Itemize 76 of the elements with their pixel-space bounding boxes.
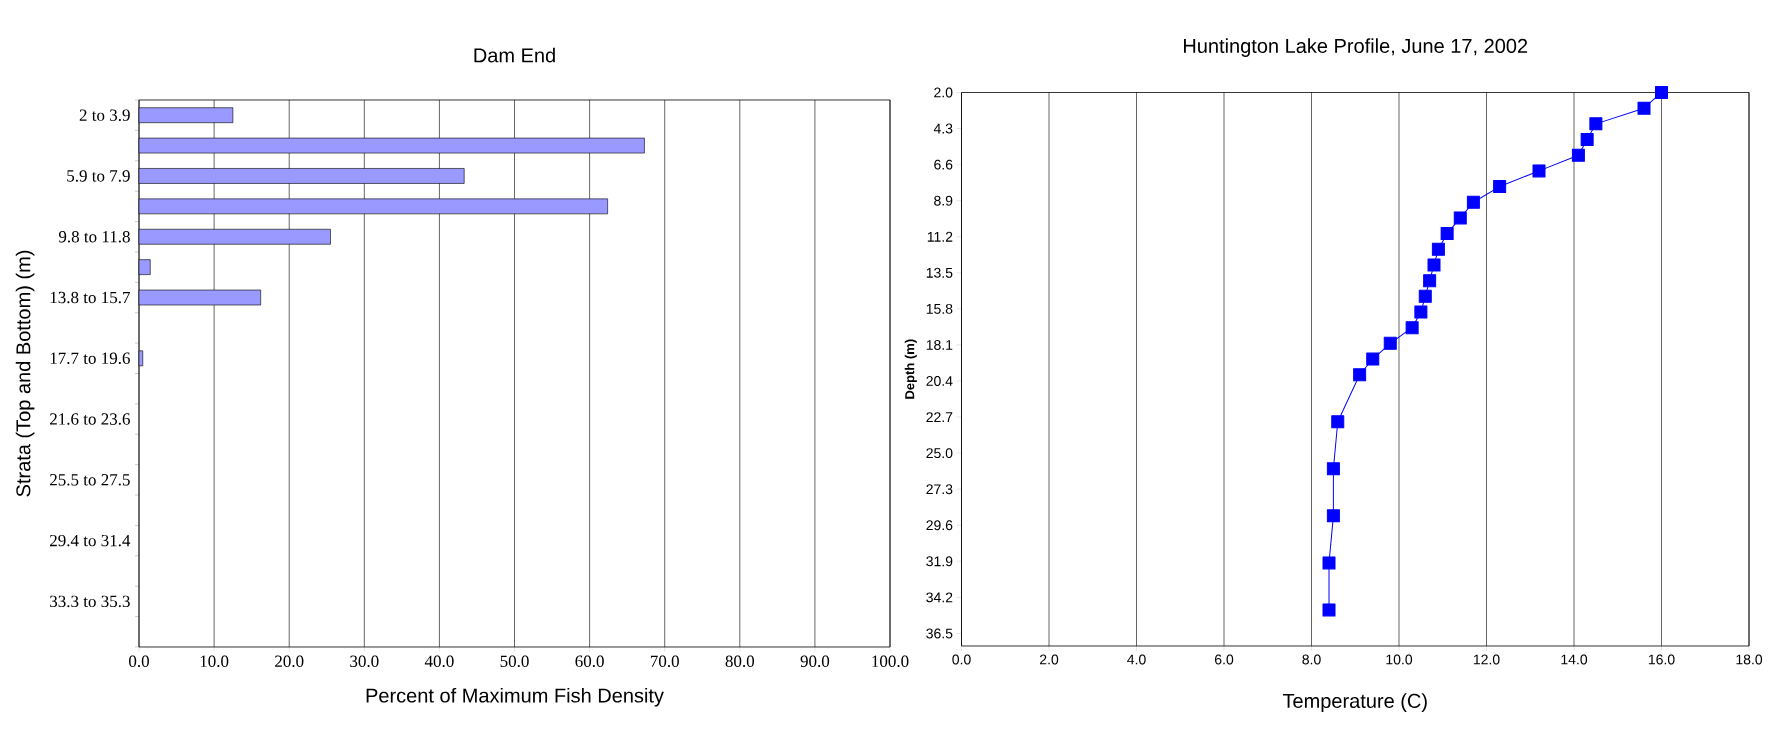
point <box>1532 164 1546 178</box>
point <box>1418 289 1432 303</box>
point <box>1405 321 1419 335</box>
y-axis-title: Strata (Top and Bottom) (m) <box>15 250 35 497</box>
y-tick-label: 34.2 <box>926 592 953 603</box>
y-axis-title: Depth (m) <box>904 339 917 399</box>
x-tick-label: 60.0 <box>575 655 604 668</box>
point <box>1453 211 1467 225</box>
x-tick-label: 90.0 <box>800 655 830 668</box>
point <box>1466 195 1480 209</box>
point <box>1571 148 1585 162</box>
x-tick-label: 70.0 <box>650 655 679 668</box>
point <box>1322 603 1336 617</box>
y-tick-label: 31.9 <box>926 556 953 567</box>
y-tick-label: 11.2 <box>927 231 953 242</box>
y-tick-label: 9.8 to 11.8 <box>58 230 130 243</box>
point <box>1331 415 1345 429</box>
y-tick-label: 22.7 <box>926 412 953 422</box>
x-tick-label: 0.0 <box>952 654 971 665</box>
point <box>1423 274 1437 288</box>
x-tick-label: 80.0 <box>725 655 755 668</box>
point <box>1589 117 1603 131</box>
y-tick-label: 27.3 <box>926 484 953 495</box>
y-tick-label: 29.4 to 31.4 <box>50 534 131 547</box>
y-tick-label: 17.7 to 19.6 <box>50 352 130 365</box>
point <box>1366 352 1380 366</box>
x-tick-label: 10.0 <box>200 655 229 668</box>
y-tick-label: 29.6 <box>926 520 953 531</box>
point <box>1414 305 1428 319</box>
point <box>1655 85 1669 99</box>
y-tick-label: 13.5 <box>926 267 953 278</box>
y-tick-label: 25.5 to 27.5 <box>50 474 130 486</box>
x-tick-label: 40.0 <box>424 655 454 668</box>
x-tick-label: 8.0 <box>1302 654 1321 665</box>
point <box>1431 242 1445 256</box>
chart-title: Huntington Lake Profile, June 17, 2002 <box>1184 38 1528 57</box>
y-tick-label: 8.9 <box>934 195 953 206</box>
x-tick-label: 4.0 <box>1127 654 1146 665</box>
x-tick-label: 2.0 <box>1039 654 1059 665</box>
point <box>1322 556 1336 570</box>
x-tick-label: 0.0 <box>129 655 149 668</box>
point <box>1326 462 1340 476</box>
y-tick-label: 5.9 to 7.9 <box>67 170 130 182</box>
y-tick-label: 13.8 to 15.7 <box>50 291 130 304</box>
y-tick-label: 6.6 <box>934 159 953 170</box>
point <box>1580 133 1594 147</box>
point <box>1353 368 1367 382</box>
x-axis-title: Percent of Maximum Fish Density <box>366 687 664 707</box>
y-tick-label: 18.1 <box>926 339 953 350</box>
x-axis-title: Temperature (C) <box>1282 693 1427 712</box>
point <box>1637 101 1651 115</box>
x-tick-label: 12.0 <box>1473 654 1500 665</box>
point <box>1427 258 1441 272</box>
x-tick-label: 18.0 <box>1736 654 1763 665</box>
y-tick-label: 2.0 <box>934 87 953 98</box>
chart-title: Dam End <box>474 47 555 63</box>
x-tick-label: 6.0 <box>1214 654 1234 665</box>
x-tick-label: 100.0 <box>872 655 909 668</box>
y-tick-label: 33.3 to 35.3 <box>50 595 130 608</box>
x-tick-label: 14.0 <box>1561 654 1588 665</box>
y-tick-label: 20.4 <box>926 376 953 386</box>
point <box>1440 227 1454 241</box>
y-tick-label: 2 to 3.9 <box>79 109 130 121</box>
x-tick-label: 16.0 <box>1648 654 1675 665</box>
point <box>1326 509 1340 523</box>
y-tick-label: 15.8 <box>926 303 953 314</box>
x-tick-label: 50.0 <box>500 655 529 668</box>
y-tick-label: 4.3 <box>933 123 953 134</box>
x-tick-label: 20.0 <box>275 655 304 668</box>
point <box>1493 180 1507 194</box>
x-tick-label: 10.0 <box>1386 654 1413 665</box>
y-tick-label: 21.6 to 23.6 <box>50 413 130 425</box>
x-tick-label: 30.0 <box>350 655 379 668</box>
y-tick-label: 25.0 <box>926 448 953 459</box>
y-tick-label: 36.5 <box>926 628 953 639</box>
point <box>1383 336 1397 350</box>
